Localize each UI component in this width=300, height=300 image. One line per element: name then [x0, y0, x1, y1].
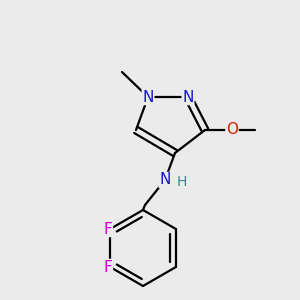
- Text: H: H: [177, 175, 187, 189]
- Text: N: N: [142, 89, 154, 104]
- Text: N: N: [159, 172, 171, 188]
- Text: F: F: [104, 260, 112, 274]
- Text: N: N: [182, 89, 194, 104]
- Text: O: O: [226, 122, 238, 137]
- Text: F: F: [104, 221, 112, 236]
